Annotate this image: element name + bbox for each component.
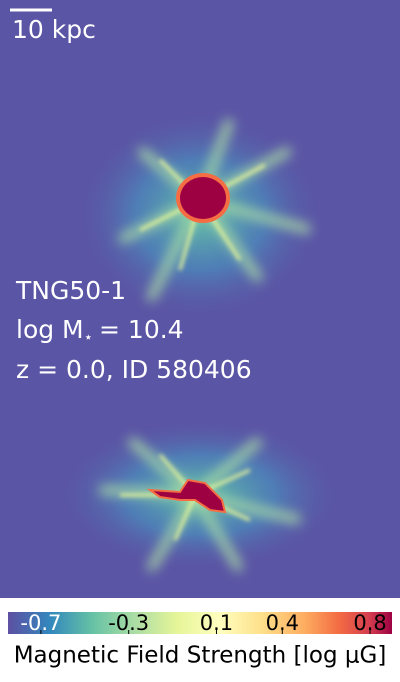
mass-prefix: log M xyxy=(16,315,84,344)
redshift-id-label: z = 0.0, ID 580406 xyxy=(16,355,252,384)
bottom-panel xyxy=(0,398,400,598)
tick-label: -0.7 xyxy=(20,611,61,635)
tick-label: 0.1 xyxy=(200,611,233,635)
tick-label: -0.3 xyxy=(108,611,149,635)
simulation-label: TNG50-1 xyxy=(15,276,126,305)
mass-subscript: ⋆ xyxy=(84,328,93,346)
colorbar-ticks: -0.7 -0.3 0.1 0.4 0.8 xyxy=(20,611,386,635)
scale-bar-label: 10 kpc xyxy=(12,15,96,44)
colorbar-label: Magnetic Field Strength [log μG] xyxy=(14,643,387,669)
mass-value: = 10.4 xyxy=(99,315,184,344)
tick-label: 0.8 xyxy=(353,611,386,635)
mass-label: log M⋆ = 10.4 xyxy=(16,315,184,346)
tick-label: 0.4 xyxy=(266,611,299,635)
colorbar xyxy=(8,612,392,634)
top-panel: 10 kpc TNG50-1 log M⋆ = 10.4 z = 0.0, ID … xyxy=(0,0,400,398)
